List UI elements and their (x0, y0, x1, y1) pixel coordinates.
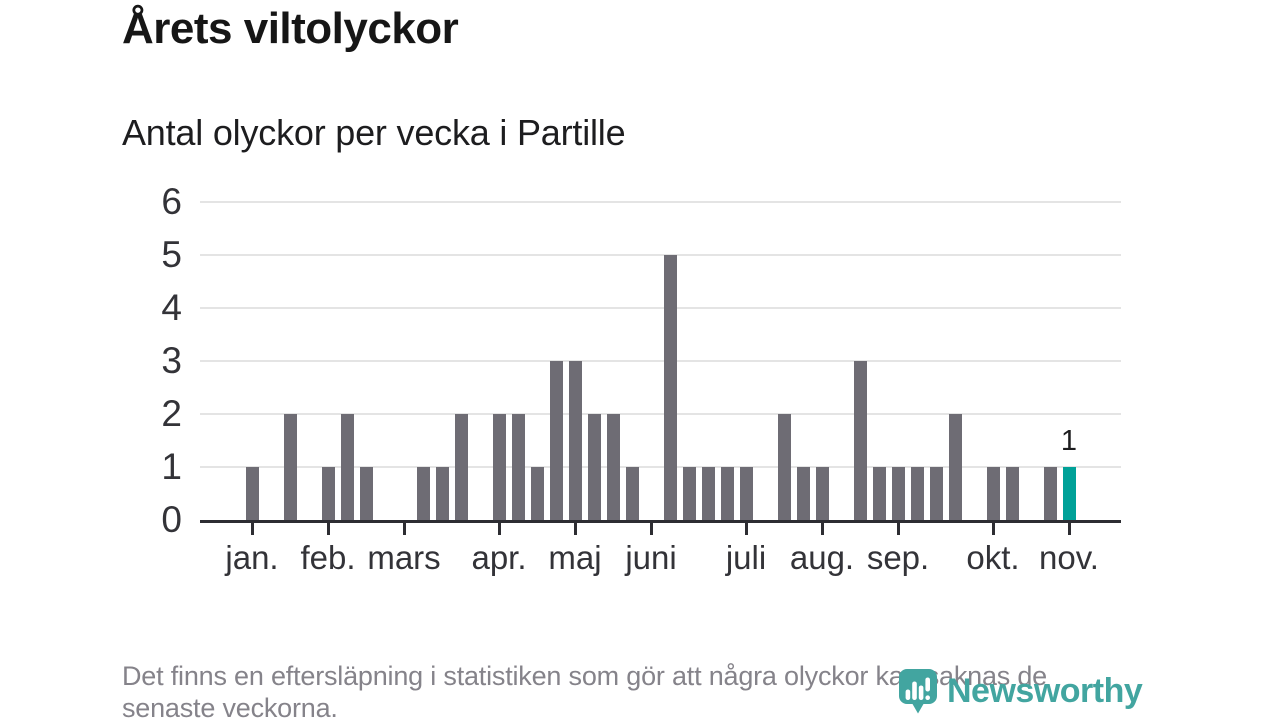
bar-week-26 (720, 467, 734, 520)
newsworthy-logo: Newsworthy (898, 668, 1143, 715)
x-axis-tick-apr (497, 523, 501, 535)
gridline-y-4 (200, 307, 1121, 309)
bar-week-17 (549, 361, 563, 520)
x-axis-tick-maj (573, 523, 577, 535)
x-axis-tick-juli (744, 523, 748, 535)
y-axis-label-2: 2 (161, 393, 182, 434)
y-axis-label-3: 3 (161, 340, 182, 381)
y-axis-label-4: 4 (161, 287, 182, 328)
bar-week-14 (492, 414, 506, 520)
gridline-y-6 (200, 201, 1121, 203)
x-axis-tick-mars (402, 523, 406, 535)
x-axis-label-jan: jan. (225, 539, 279, 576)
x-axis-tick-sep (896, 523, 900, 535)
bar-week-30 (796, 467, 810, 520)
last-bar-value-label: 1 (1060, 425, 1078, 457)
bar-week-1 (245, 467, 259, 520)
bar-week-43 (1043, 467, 1057, 520)
bar-week-21 (625, 467, 639, 520)
gridline-y-1 (200, 466, 1121, 468)
footnote-line-2: senaste veckorna. (122, 692, 338, 720)
newsworthy-wordmark: Newsworthy (947, 672, 1143, 710)
bar-week-10 (416, 467, 430, 520)
chart-footnote: Det finns en eftersläpning i statistiken… (122, 661, 1047, 720)
bar-week-33 (853, 361, 867, 520)
y-axis-label-6: 6 (161, 181, 182, 222)
newsworthy-pin-barchart-icon (899, 669, 937, 714)
bar-week-7 (359, 467, 373, 520)
bar-week-23 (663, 255, 677, 520)
bar-week-38 (948, 414, 962, 520)
x-axis-label-maj: maj (548, 539, 602, 576)
x-axis-label-nov: nov. (1039, 539, 1099, 576)
gridline-y-5 (200, 254, 1121, 256)
x-axis-label-aug: aug. (789, 539, 855, 576)
x-axis-tick-feb (326, 523, 330, 535)
gridline-y-2 (200, 413, 1121, 415)
bar-week-20 (606, 414, 620, 520)
chart-title: Årets viltolyckor (122, 4, 459, 53)
bar-week-19 (587, 414, 601, 520)
bar-week-15 (511, 414, 525, 520)
bar-chart-plot: 0 1 2 3 4 5 6 1 jan. feb. mars apr. maj juni juli aug. s… (161, 181, 1121, 576)
bar-week-37 (929, 467, 943, 520)
bar-week-18 (568, 361, 582, 520)
x-axis-label-apr: apr. (471, 539, 527, 576)
bar-week-5 (321, 467, 335, 520)
x-axis-label-sep: sep. (866, 539, 930, 576)
bar-week-11 (435, 467, 449, 520)
bar-week-35 (891, 467, 905, 520)
bar-week-41 (1005, 467, 1019, 520)
x-axis-tick-nov (1067, 523, 1071, 535)
x-axis-label-mars: mars (367, 539, 441, 576)
bar-week-29 (777, 414, 791, 520)
bar-week-40 (986, 467, 1000, 520)
x-axis-tick-jan (250, 523, 254, 535)
x-axis-label-okt: okt. (966, 539, 1020, 576)
footnote-line-1: Det finns en eftersläpning i statistiken… (122, 661, 1047, 691)
bar-week-25 (701, 467, 715, 520)
bar-week-16 (530, 467, 544, 520)
chart-subtitle: Antal olyckor per vecka i Partille (122, 112, 626, 153)
bar-week-3 (283, 414, 297, 520)
y-axis-label-5: 5 (161, 234, 182, 275)
bar-week-34 (872, 467, 886, 520)
bar-week-31 (815, 467, 829, 520)
x-axis-label-feb: feb. (300, 539, 356, 576)
bar-week-6 (340, 414, 354, 520)
y-axis-label-1: 1 (161, 446, 182, 487)
y-axis-label-0: 0 (161, 499, 182, 540)
gridline-y-3 (200, 360, 1121, 362)
bar-week-24 (682, 467, 696, 520)
x-axis-line (200, 520, 1121, 523)
bar-week-12 (454, 414, 468, 520)
x-axis-label-juli: juli (725, 539, 767, 576)
x-axis-tick-okt (991, 523, 995, 535)
bar-week-44-highlighted (1062, 467, 1076, 520)
x-axis-tick-juni (649, 523, 653, 535)
x-axis-label-juni: juni (625, 539, 677, 576)
bar-week-27 (739, 467, 753, 520)
bar-week-36 (910, 467, 924, 520)
x-axis-tick-aug (820, 523, 824, 535)
